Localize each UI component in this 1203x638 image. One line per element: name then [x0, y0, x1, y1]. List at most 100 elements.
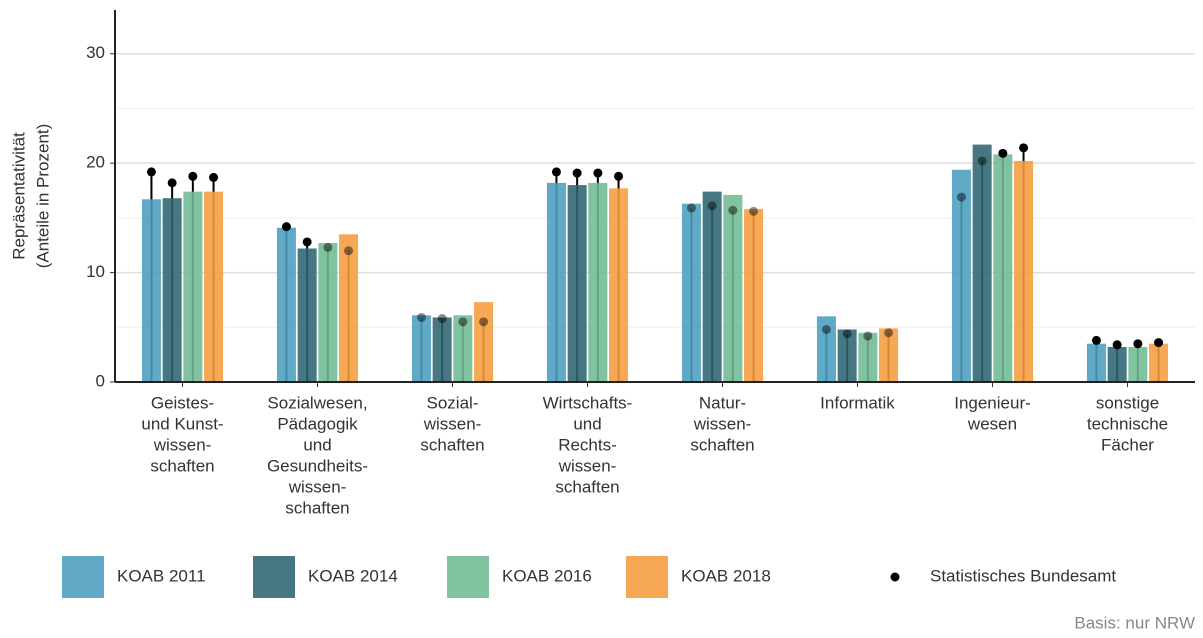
- x-tick-label: Sozialwesen,: [267, 393, 367, 412]
- x-tick-label: wissen-: [558, 456, 617, 475]
- x-tick-label: Wirtschafts-: [543, 393, 633, 412]
- x-tick-label: und Kunst-: [141, 414, 223, 433]
- bar: [276, 227, 296, 382]
- x-tick-label: schaften: [555, 477, 619, 496]
- legend-label: KOAB 2014: [308, 566, 398, 585]
- reference-dot: [209, 172, 219, 182]
- reference-dot: [572, 168, 582, 178]
- x-tick-label: wissen-: [423, 414, 482, 433]
- x-tick-label: Pädagogik: [277, 414, 358, 433]
- bar: [744, 209, 764, 382]
- reference-dot: [416, 312, 426, 322]
- x-tick-label: schaften: [150, 456, 214, 475]
- x-tick-label: schaften: [420, 435, 484, 454]
- bar: [951, 169, 971, 382]
- reference-dot: [998, 148, 1008, 158]
- x-tick-label: Geistes-: [151, 393, 214, 412]
- legend-label: KOAB 2018: [681, 566, 771, 585]
- legend-label: KOAB 2016: [502, 566, 592, 585]
- bar: [318, 243, 338, 382]
- y-tick-label: 0: [96, 371, 105, 390]
- bar: [183, 191, 203, 382]
- legend-swatch: [253, 556, 295, 598]
- x-tick-label: sonstige: [1096, 393, 1159, 412]
- x-tick-label: Rechts-: [558, 435, 617, 454]
- bar: [1149, 343, 1169, 382]
- bar: [453, 315, 473, 382]
- x-tick-label: Fächer: [1101, 435, 1154, 454]
- x-tick-label: Sozial-: [427, 393, 479, 412]
- bar: [1014, 160, 1034, 382]
- bar: [609, 188, 629, 382]
- bar: [1107, 346, 1127, 382]
- x-tick-label: Gesundheits-: [267, 456, 368, 475]
- x-tick-label: technische: [1087, 414, 1168, 433]
- reference-dot: [167, 178, 177, 188]
- reference-dot: [1091, 335, 1101, 345]
- x-tick-label: und: [303, 435, 331, 454]
- reference-dot: [146, 167, 156, 177]
- bar: [411, 315, 431, 382]
- x-tick-label: wissen-: [288, 477, 347, 496]
- bar: [204, 191, 224, 382]
- x-tick-label: Informatik: [820, 393, 895, 412]
- reference-dot: [686, 203, 696, 213]
- y-axis-label: Repräsentativität: [9, 132, 28, 260]
- reference-dot: [821, 324, 831, 334]
- reference-dot: [479, 317, 489, 327]
- reference-dot: [302, 237, 312, 247]
- reference-dot: [1154, 338, 1164, 348]
- y-tick-label: 20: [86, 153, 105, 172]
- reference-dot: [614, 171, 624, 181]
- y-axis-label: (Anteile in Prozent): [33, 124, 52, 269]
- reference-dot: [281, 222, 291, 232]
- reference-dot: [728, 205, 738, 215]
- x-tick-label: wissen-: [693, 414, 752, 433]
- bar: [972, 144, 992, 382]
- reference-dot: [593, 168, 603, 178]
- x-tick-label: schaften: [690, 435, 754, 454]
- reference-dot: [749, 206, 759, 216]
- bar: [162, 198, 182, 382]
- bar: [546, 182, 566, 382]
- legend-label: Statistisches Bundesamt: [930, 566, 1116, 585]
- reference-dot: [437, 314, 447, 324]
- reference-dot: [458, 317, 468, 327]
- reference-dot: [1133, 339, 1143, 349]
- legend-swatch: [62, 556, 104, 598]
- x-tick-label: wissen-: [153, 435, 212, 454]
- bar: [339, 234, 359, 382]
- reference-dot: [842, 329, 852, 339]
- reference-dot: [344, 246, 354, 256]
- bar: [723, 194, 743, 382]
- x-tick-label: Natur-: [699, 393, 746, 412]
- reference-dot: [863, 331, 873, 341]
- bar: [993, 154, 1013, 382]
- x-tick-label: und: [573, 414, 601, 433]
- bar: [858, 332, 878, 382]
- bar: [816, 316, 836, 382]
- x-tick-label: Ingenieur-: [954, 393, 1031, 412]
- caption: Basis: nur NRW: [1074, 613, 1195, 632]
- legend-swatch: [626, 556, 668, 598]
- reference-dot: [1112, 340, 1122, 350]
- bar: [837, 329, 857, 382]
- reference-dot: [956, 192, 966, 202]
- y-tick-label: 30: [86, 43, 105, 62]
- bar: [432, 317, 452, 382]
- reference-dot: [323, 242, 333, 252]
- legend-swatch: [447, 556, 489, 598]
- bar: [1086, 343, 1106, 382]
- bar: [702, 191, 722, 382]
- reference-dot: [884, 328, 894, 338]
- y-tick-label: 10: [86, 262, 105, 281]
- reference-dot: [977, 156, 987, 166]
- bar: [681, 203, 701, 382]
- legend-dot: [890, 572, 900, 582]
- x-tick-label: schaften: [285, 498, 349, 517]
- reference-dot: [1019, 143, 1029, 153]
- legend-label: KOAB 2011: [117, 566, 206, 585]
- bar: [588, 182, 608, 382]
- x-tick-label: wesen: [967, 414, 1017, 433]
